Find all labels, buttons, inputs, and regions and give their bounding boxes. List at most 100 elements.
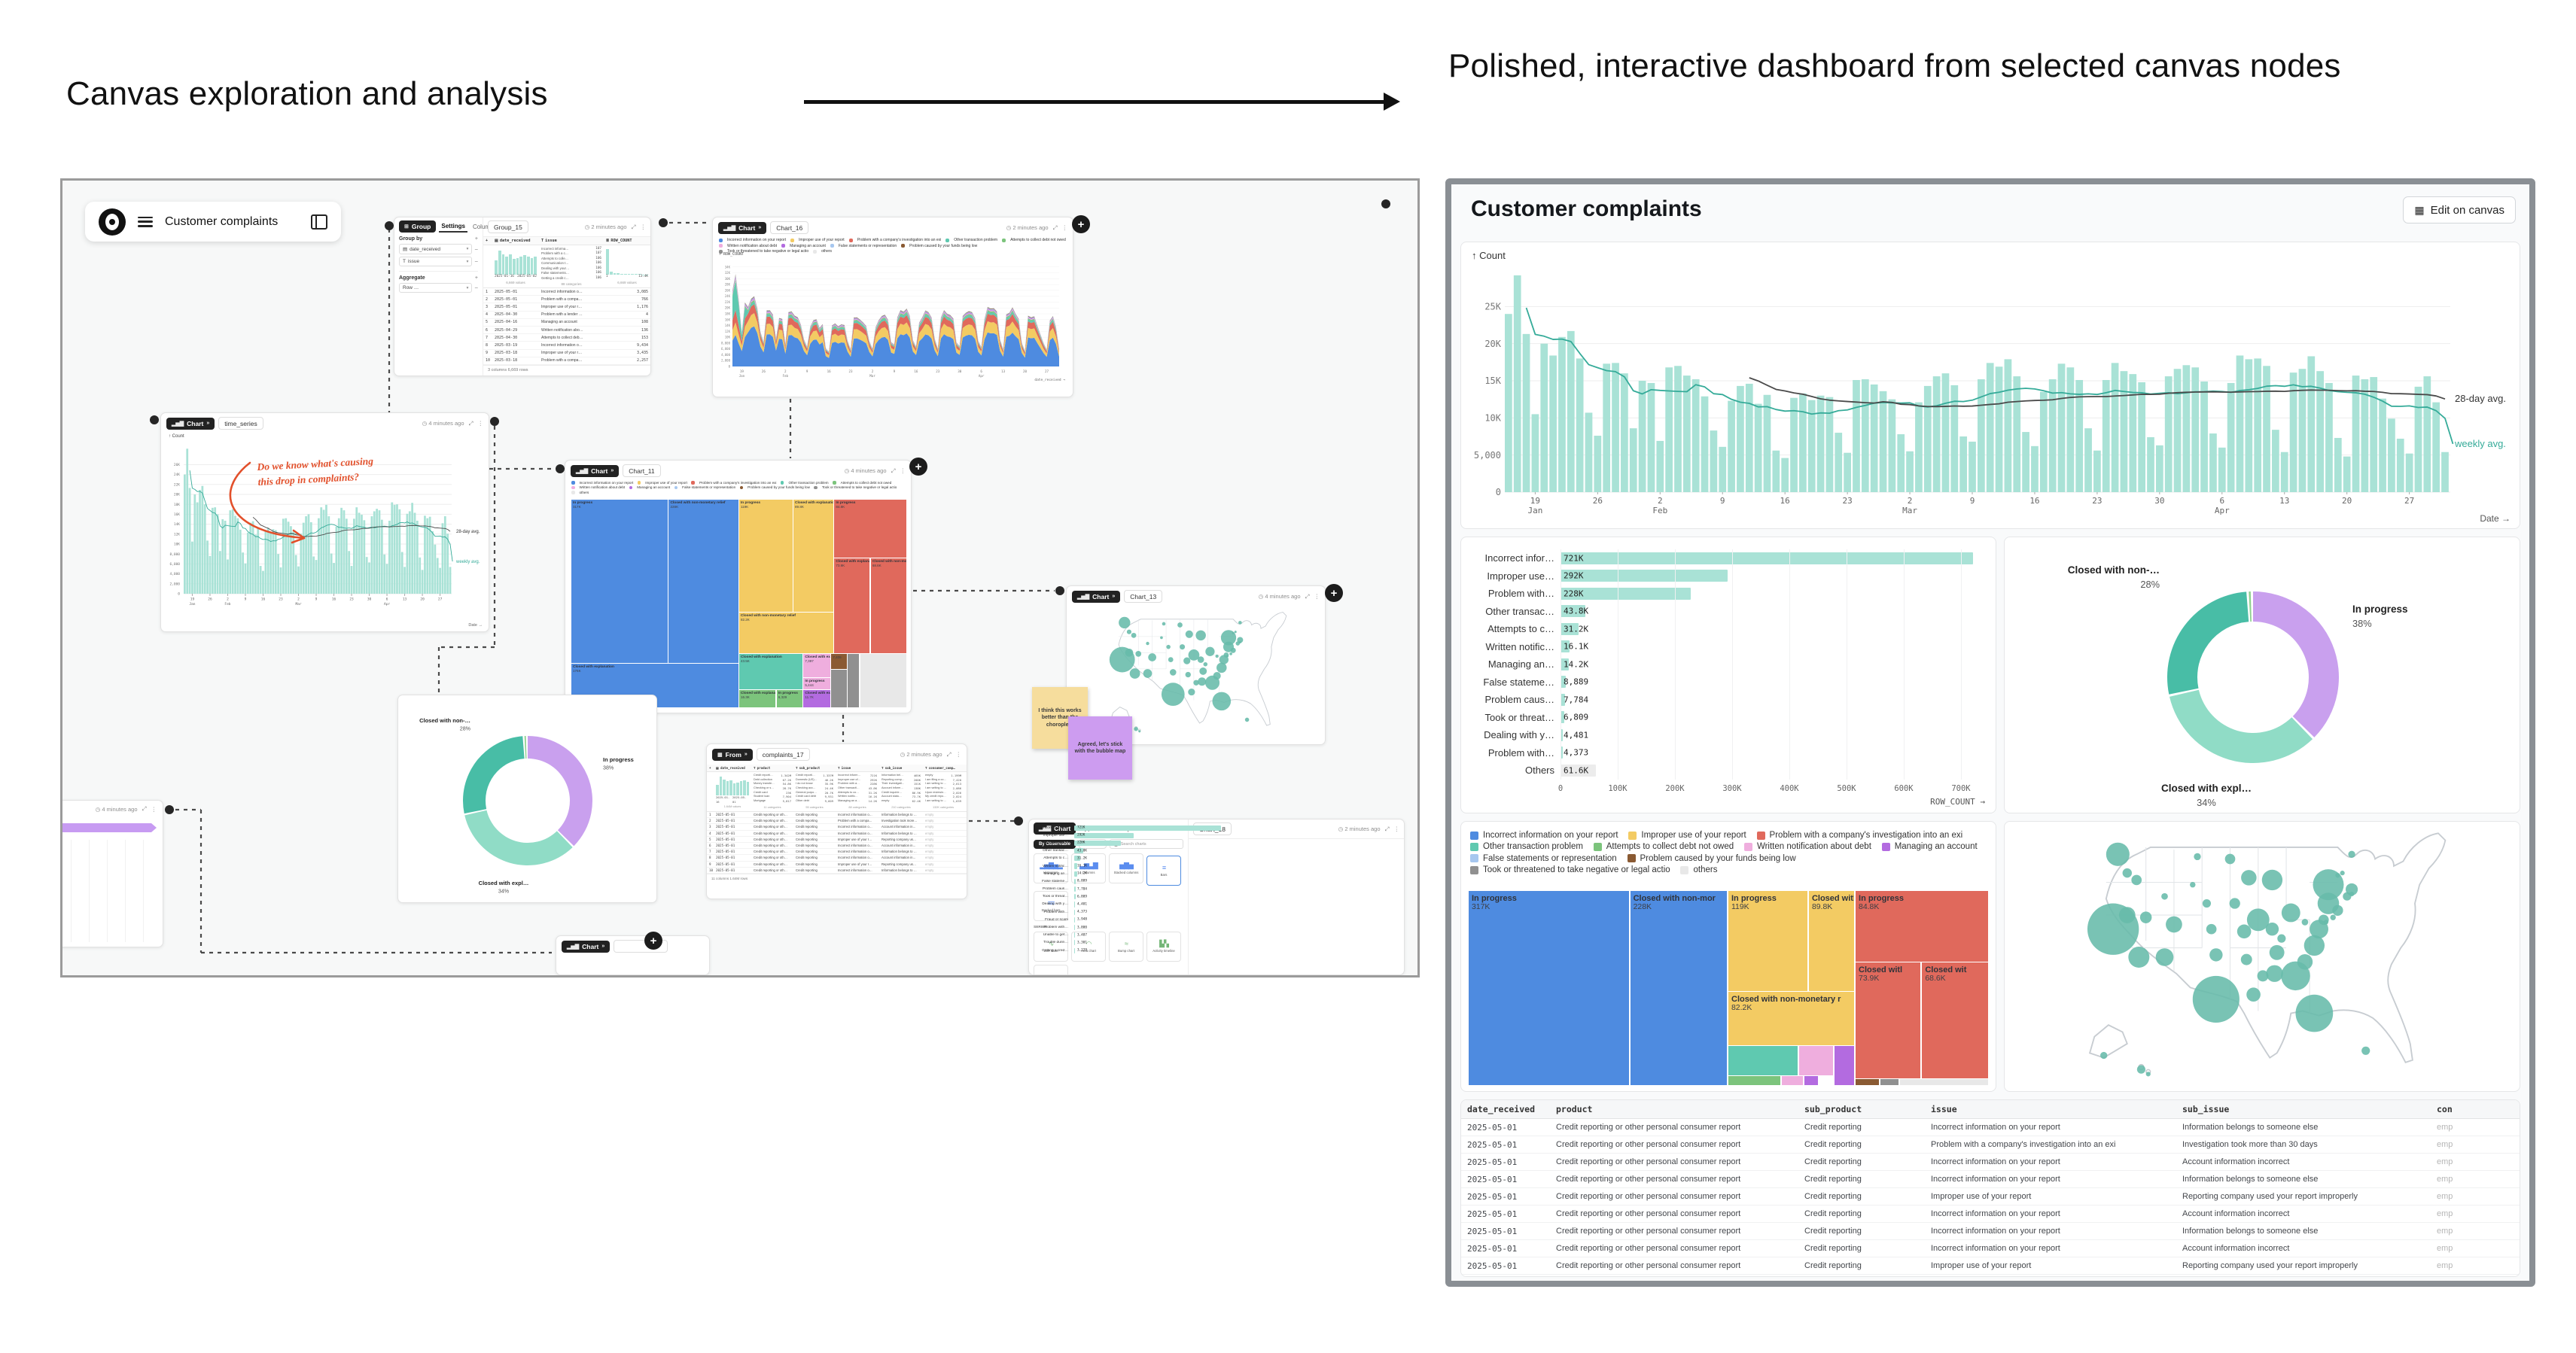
node-purple-fragment[interactable]: ◷ 4 minutes ago ⤢ ⋮ xyxy=(62,800,163,947)
dashboard-main-chart-card[interactable]: ↑ Count 0 5,000 10K 15K 20K 25K 28-day avg. week… xyxy=(1460,242,2520,529)
group-pill[interactable]: ⊞ Group xyxy=(399,220,437,233)
table-row[interactable]: 6 2025-05-01 Credit reporting or oth… Credi… xyxy=(707,843,967,850)
bar-row[interactable]: Written notific… 16.1K xyxy=(1469,638,1987,656)
treemap-cell[interactable]: Closed with explanation 89.8K xyxy=(793,500,834,613)
kebab-menu-icon[interactable]: ⋮ xyxy=(1061,224,1068,231)
aggregate-select[interactable]: Row … ▾ − xyxy=(399,283,478,293)
treemap-cell[interactable]: In progress 5,444 xyxy=(802,676,831,691)
bar-row[interactable]: Managing an… 14.2K xyxy=(1469,655,1987,673)
column-header[interactable]: date_received xyxy=(1467,1104,1536,1114)
by-observable-button[interactable]: By Observable xyxy=(1034,839,1076,849)
table-row[interactable]: 2 2025-05-01 Problem with a compa… 766 xyxy=(483,296,650,304)
table-row[interactable]: 9 2025-05-01 Credit reporting or oth… Credi… xyxy=(707,862,967,868)
table-row[interactable]: 9 2025-03-18 Improper use of your r… 3,435 xyxy=(483,350,650,357)
node-kind-pill[interactable]: ▂▅▇ Chart» xyxy=(571,464,620,477)
chart-type-streamgraph[interactable]: ≋Streamgraph xyxy=(1034,965,1068,974)
chart-type-histogram[interactable]: ▂▅▇▅▂ Histogram xyxy=(1034,853,1068,883)
chart-pill[interactable]: ▂▅▇ Chart xyxy=(1034,822,1076,835)
treemap-cell[interactable]: Closed witl 73.9K xyxy=(1855,962,1922,1079)
expand-icon[interactable]: ⤢ xyxy=(1305,592,1310,600)
bar-row[interactable]: Problem with… 228K xyxy=(1031,839,1238,847)
bar-row[interactable]: Problem with… 3,800 xyxy=(1043,924,1087,931)
table-row[interactable]: 4 2025-04-30 Problem with a lender … 4 xyxy=(483,312,650,319)
bar-row[interactable]: Problem with… 228K xyxy=(1469,585,1987,603)
dashboard-issues-bar-card[interactable]: Incorrect infor… 721K Improper use… 292K Pro… xyxy=(1460,537,1996,813)
node-title-chip[interactable]: time_series xyxy=(218,417,263,430)
node-time-series[interactable]: ▂▅▇ Chart» time_series ◷ 4 minutes ago ⤢ ⋮ ↑ C… xyxy=(160,412,489,632)
bar-row[interactable]: Dealing with y… 4,481 xyxy=(1469,726,1987,744)
treemap-cell[interactable]: In progress 119K xyxy=(738,500,793,613)
bar-row[interactable]: Improper use… 292K xyxy=(1031,832,1238,839)
column-header[interactable]: ▤ date_received xyxy=(716,766,745,770)
expand-icon[interactable]: ⤢ xyxy=(468,419,473,427)
treemap-cell[interactable]: Closed with non-monetary r 82.2K xyxy=(1728,990,1855,1047)
treemap-cell[interactable]: Closed with non-monetary relief 228K xyxy=(668,500,739,664)
add-group-field[interactable]: + xyxy=(474,236,478,242)
bar-row[interactable]: Dealing with y… 4,481 xyxy=(1042,901,1087,908)
table-row[interactable]: 1 2025-05-01 Credit reporting or oth… Credi… xyxy=(707,812,967,819)
treemap-cell[interactable]: In progress 317K xyxy=(1469,891,1630,1085)
tab-columns[interactable]: Columns xyxy=(472,223,497,230)
dashboard-donut-card[interactable]: In progress 38% Closed with expl… 34% Closed… xyxy=(2004,537,2520,813)
node-bottom-fragment[interactable]: ▂▅▇ Chart» xyxy=(556,935,710,975)
node-kind-pill[interactable]: ▂▅▇ Chart» xyxy=(1072,590,1121,603)
sidebar-toggle-icon[interactable] xyxy=(311,214,327,230)
treemap-cell[interactable] xyxy=(1880,1078,1900,1085)
treemap-cell[interactable]: Closed wit 68.6K xyxy=(1921,962,1988,1079)
column-header[interactable]: product xyxy=(1556,1104,1593,1114)
table-row[interactable]: 5 2025-04-16 Managing an account 108 xyxy=(483,319,650,327)
connector-dot[interactable] xyxy=(1014,816,1023,825)
node-title-chip[interactable]: Chart_16 xyxy=(770,221,809,234)
treemap-cell[interactable] xyxy=(1728,1075,1781,1085)
chart-type-stacked-bars[interactable]: ≡≡ Stacked bars xyxy=(1034,891,1068,921)
observable-logo-icon[interactable] xyxy=(99,208,126,236)
add-node-button[interactable]: + xyxy=(909,458,927,476)
sticky-note-purple[interactable]: Agreed, let's stick with the bubble map xyxy=(1068,716,1132,780)
bar-row[interactable]: False stateme… 8,889 xyxy=(1042,878,1087,884)
treemap-cell[interactable]: Closed with explanation 43.5K xyxy=(738,653,804,691)
bar-row[interactable]: Problem caus… 7,784 xyxy=(1042,886,1087,892)
kebab-menu-icon[interactable]: ⋮ xyxy=(477,420,484,427)
hamburger-menu-icon[interactable] xyxy=(138,216,153,227)
kebab-menu-icon[interactable]: ⋮ xyxy=(1393,825,1400,832)
treemap-cell[interactable]: Closed with explanation16.3K xyxy=(738,689,777,707)
chart-type-stacked-columns[interactable]: ▅▇▅ Stacked columns xyxy=(1109,853,1143,883)
node-kind-pill[interactable]: ▂▅▇ Chart» xyxy=(166,417,215,430)
node-title-chip[interactable]: Chart_13 xyxy=(1124,590,1163,603)
bar-row[interactable]: Attempts to c… 31.2K xyxy=(1469,620,1987,638)
treemap-cell[interactable] xyxy=(1899,1078,1988,1085)
bar-row[interactable]: Managing an… 14.2K xyxy=(1043,871,1087,877)
treemap-cell[interactable]: In progress 6,329 xyxy=(775,689,804,707)
dashboard-table-card[interactable]: date_received product sub_product issue sub_… xyxy=(1460,1099,2520,1277)
bar-row[interactable]: Incorrect infor… 721K xyxy=(1031,824,1238,832)
bar-row[interactable]: Problem with… 4,373 xyxy=(1043,909,1087,915)
add-node-button[interactable]: + xyxy=(1325,584,1343,602)
bar-row[interactable]: Written notific… 16.1K xyxy=(1043,863,1087,869)
connector-dot[interactable] xyxy=(490,417,499,426)
remove-field[interactable]: − xyxy=(474,258,478,265)
node-kind-pill[interactable]: ▂▅▇ Chart» xyxy=(562,940,611,953)
field-select[interactable]: ▤ date_received ▾ − xyxy=(399,244,478,254)
treemap-cell[interactable] xyxy=(1781,1075,1804,1085)
add-node-button[interactable]: + xyxy=(1072,215,1090,233)
bar-row[interactable]: Incorrect infor… 721K xyxy=(1469,549,1987,567)
bar-row[interactable]: Took or threat… 6,809 xyxy=(1469,709,1987,727)
bar-row[interactable]: Other transac… 43.8K xyxy=(1469,603,1987,621)
table-row[interactable]: 10 2025-03-18 Problem with a compa… 2,257 xyxy=(483,357,650,365)
node-treemap-chart-11[interactable]: ▂▅▇ Chart» Chart_11 ◷ 4 minutes ago ⤢ ⋮ Incorr… xyxy=(565,460,912,713)
table-row[interactable]: 7 2025-05-01 Credit reporting or oth… Credi… xyxy=(707,849,967,856)
table-row[interactable]: 7 2025-04-30 Attempts to collect deb… 153 xyxy=(483,334,650,342)
column-header[interactable]: sub_issue xyxy=(2182,1104,2230,1114)
expand-icon[interactable]: ⤢ xyxy=(1052,223,1058,231)
node-chart-18[interactable]: ▂▅▇ChartTypeDataOptions«By ObservableCus… xyxy=(1028,819,1405,975)
